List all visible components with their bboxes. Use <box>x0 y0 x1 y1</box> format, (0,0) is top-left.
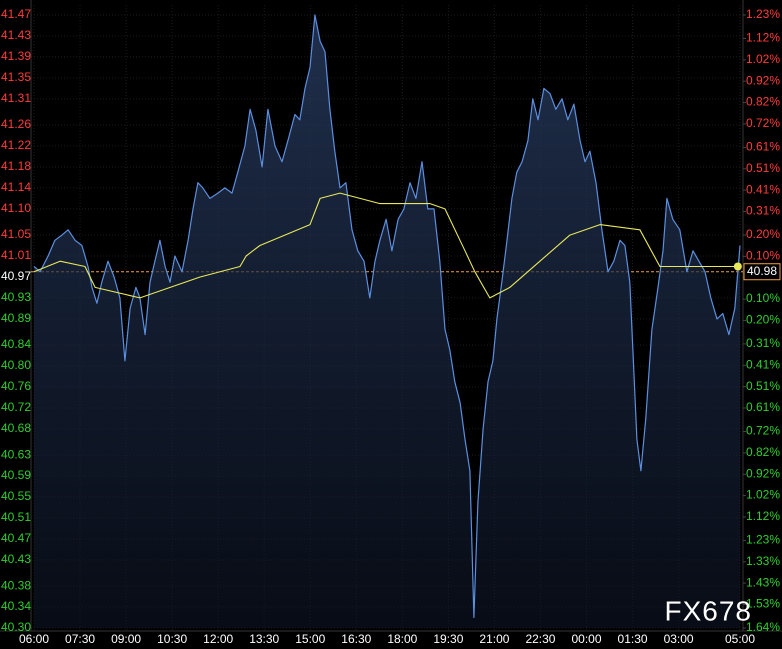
y2-tick-label: 1.23% <box>746 7 780 21</box>
y2-tick-label: 0.20% <box>746 227 780 241</box>
y-tick-label: 41.22 <box>1 138 31 152</box>
y2-tick-label: 0.72% <box>746 424 780 438</box>
y2-tick-label: 0.41% <box>746 357 780 371</box>
y2-tick-label: 1.43% <box>746 575 780 589</box>
y-tick-label: 40.59 <box>1 468 31 482</box>
y2-tick-label: 1.53% <box>746 597 780 611</box>
x-tick-label: 15:00 <box>295 632 325 646</box>
y-tick-label: 40.72 <box>1 400 31 414</box>
y2-tick-label: 0.82% <box>746 95 780 109</box>
y2-tick-label: 0.41% <box>746 182 780 196</box>
x-tick-label: 21:00 <box>479 632 509 646</box>
last-price-label: 40.98 <box>747 264 777 278</box>
x-tick-label: 05:00 <box>725 632 755 646</box>
y-tick-label: 41.47 <box>1 7 31 21</box>
y2-tick-label: 1.02% <box>746 52 780 66</box>
x-tick-label: 16:30 <box>341 632 371 646</box>
y-tick-label: 41.35 <box>1 70 31 84</box>
y2-tick-label: 0.92% <box>746 73 780 87</box>
y2-tick-label: 0.51% <box>746 379 780 393</box>
y2-tick-label: 1.64% <box>746 620 780 634</box>
y2-tick-label: 0.61% <box>746 140 780 154</box>
x-tick-label: 00:00 <box>572 632 602 646</box>
y-tick-label: 40.38 <box>1 578 31 592</box>
y-tick-label: 40.84 <box>1 337 31 351</box>
y2-tick-label: 0.31% <box>746 204 780 218</box>
y-tick-label: 41.01 <box>1 248 31 262</box>
y2-tick-label: 0.61% <box>746 400 780 414</box>
y-tick-label: 41.10 <box>1 201 31 215</box>
x-tick-label: 09:00 <box>111 632 141 646</box>
y2-tick-label: 0.20% <box>746 313 780 327</box>
y2-tick-label: 0.10% <box>746 291 780 305</box>
y2-tick-label: 1.02% <box>746 488 780 502</box>
line <box>33 14 741 619</box>
watermark: FX678 <box>665 595 753 626</box>
y-tick-label: 41.05 <box>1 227 31 241</box>
y-tick-label: 40.97 <box>1 269 31 283</box>
y-tick-label: 40.47 <box>1 531 31 545</box>
y2-tick-label: 1.12% <box>746 509 780 523</box>
y2-tick-label: 1.12% <box>746 31 780 45</box>
y2-tick-label: 1.33% <box>746 554 780 568</box>
x-tick-label: 06:00 <box>19 632 49 646</box>
y2-tick-label: 0.10% <box>746 249 780 263</box>
y-tick-label: 40.80 <box>1 358 31 372</box>
y-tick-label: 40.30 <box>1 620 31 634</box>
y-tick-label: 40.89 <box>1 311 31 325</box>
line <box>33 192 738 299</box>
y-tick-label: 40.93 <box>1 290 31 304</box>
y-tick-label: 41.31 <box>1 91 31 105</box>
x-tick-label: 22:30 <box>525 632 555 646</box>
y-tick-label: 41.26 <box>1 117 31 131</box>
y-tick-label: 40.51 <box>1 510 31 524</box>
x-tick-label: 01:30 <box>618 632 648 646</box>
area <box>34 15 740 628</box>
y-tick-label: 40.43 <box>1 552 31 566</box>
y-tick-label: 40.76 <box>1 379 31 393</box>
x-tick-label: 13:30 <box>249 632 279 646</box>
end-dot <box>733 262 742 271</box>
x-tick-label: 07:30 <box>65 632 95 646</box>
x-tick-label: 18:00 <box>387 632 417 646</box>
y2-tick-label: 0.51% <box>746 161 780 175</box>
x-tick-label: 12:00 <box>203 632 233 646</box>
y-tick-label: 41.18 <box>1 159 31 173</box>
y2-tick-label: 0.31% <box>746 336 780 350</box>
y2-tick-label: 0.92% <box>746 466 780 480</box>
x-tick-label: 10:30 <box>157 632 187 646</box>
y2-tick-label: 0.72% <box>746 116 780 130</box>
y-tick-label: 40.63 <box>1 447 31 461</box>
x-tick-label: 19:30 <box>433 632 463 646</box>
y-tick-label: 41.39 <box>1 49 31 63</box>
y2-tick-label: 1.23% <box>746 533 780 547</box>
y-tick-label: 41.14 <box>1 180 31 194</box>
x-tick-label: 03:00 <box>664 632 694 646</box>
y-tick-label: 40.68 <box>1 421 31 435</box>
y2-tick-label: 0.82% <box>746 445 780 459</box>
last-price-box <box>743 263 781 281</box>
y-tick-label: 41.43 <box>1 28 31 42</box>
y-tick-label: 40.34 <box>1 599 31 613</box>
y-tick-label: 40.55 <box>1 489 31 503</box>
